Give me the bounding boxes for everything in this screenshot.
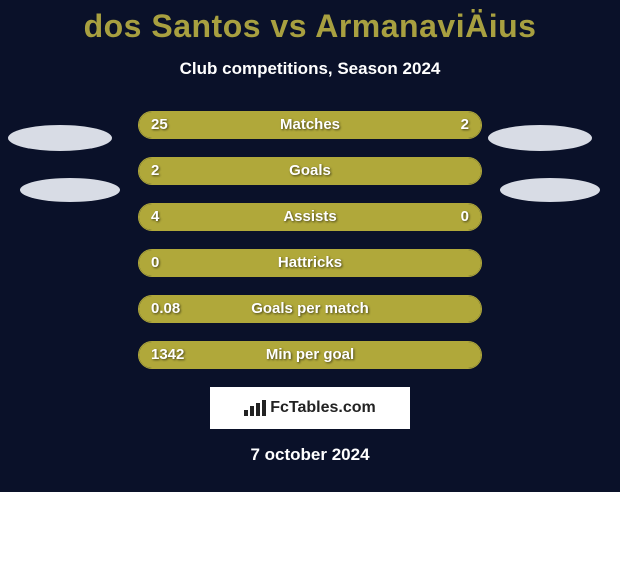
card-subtitle: Club competitions, Season 2024	[0, 59, 620, 79]
comparison-card: dos Santos vs ArmanaviÄius Club competit…	[0, 0, 620, 492]
stat-row: 1342Min per goal	[138, 341, 482, 369]
logo-box: FcTables.com	[210, 387, 410, 429]
stat-label: Min per goal	[139, 342, 481, 368]
stat-row: 2Goals	[138, 157, 482, 185]
player-bubble	[488, 125, 592, 151]
stat-label: Matches	[139, 112, 481, 138]
bar-chart-icon	[244, 400, 266, 416]
stat-label: Assists	[139, 204, 481, 230]
player-bubble	[500, 178, 600, 202]
player-bubble	[20, 178, 120, 202]
card-title: dos Santos vs ArmanaviÄius	[0, 0, 620, 45]
stat-row: 252Matches	[138, 111, 482, 139]
card-date: 7 october 2024	[0, 445, 620, 465]
stat-row: 0Hattricks	[138, 249, 482, 277]
stat-label: Hattricks	[139, 250, 481, 276]
player-bubble	[8, 125, 112, 151]
stat-label: Goals	[139, 158, 481, 184]
logo-text: FcTables.com	[270, 399, 376, 417]
stat-label: Goals per match	[139, 296, 481, 322]
stat-row: 40Assists	[138, 203, 482, 231]
stat-row: 0.08Goals per match	[138, 295, 482, 323]
